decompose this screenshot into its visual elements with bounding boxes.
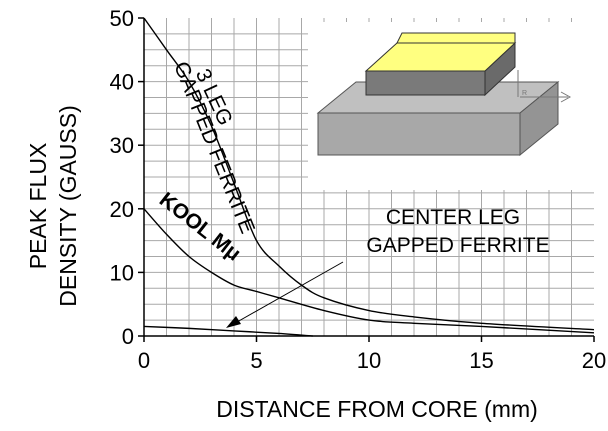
inset-base-front [317,112,521,156]
core-inset-illustration: R [308,22,594,190]
y-tick-label: 0 [122,324,134,349]
inset-block-top-edge [396,32,516,44]
series-kool-mu [143,208,595,334]
y-tick-label: 30 [110,133,134,158]
series-three-leg-ferrite [143,17,595,331]
x-tick-label: 0 [138,348,150,373]
y-tick-label: 20 [110,197,134,222]
x-tick-label: 20 [582,348,606,373]
y-tick-label: 50 [110,6,134,31]
y-axis-title-line2: DENSITY (GAUSS) [55,105,81,307]
series-center-leg-ferrite [143,325,313,337]
x-tick-label: 10 [357,348,381,373]
y-axis-title-line1: PEAK FLUX [25,143,51,270]
inset-base-side [519,80,559,157]
series-curves [143,17,595,337]
axes: 0 5 10 15 20 0 10 20 30 40 50 [110,6,607,373]
y-axis-title: PEAK FLUX DENSITY (GAUSS) [25,105,81,307]
x-axis-title: DISTANCE FROM CORE (mm) [216,396,538,422]
annotation-arrow-head [226,316,241,328]
x-tick-label: 15 [469,348,493,373]
inset-arrow-head [560,91,572,103]
annotation-center-leg-line2: GAPPED FERRITE [366,234,549,257]
inset-label: R [522,90,527,97]
inset-block-front [365,70,486,96]
annotation-center-leg-line1: CENTER LEG [386,206,520,229]
x-tick-label: 5 [250,348,262,373]
annotation-arrow-line [229,261,344,327]
y-tick-label: 10 [110,260,134,285]
y-tick-label: 40 [110,70,134,95]
